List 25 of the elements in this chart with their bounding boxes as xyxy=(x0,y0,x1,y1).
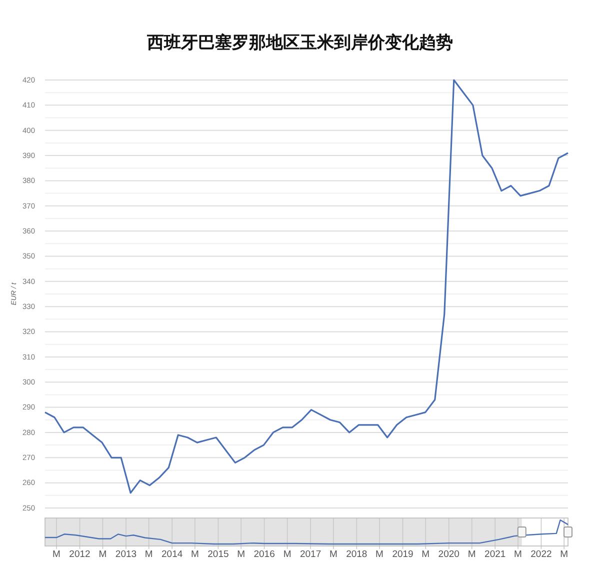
x-tick-label: 2020 xyxy=(438,549,460,560)
x-tick-label: 2019 xyxy=(392,549,414,560)
x-tick-label: 2012 xyxy=(69,549,90,560)
x-tick-label: M xyxy=(514,549,522,560)
x-tick-label: 2021 xyxy=(484,549,506,560)
x-tick-label: 2017 xyxy=(300,549,322,560)
x-tick-label: 2013 xyxy=(115,549,137,560)
x-tick-label: M xyxy=(283,549,292,560)
x-tick-label: 2016 xyxy=(254,549,275,560)
x-tick-label: M xyxy=(237,549,246,560)
x-tick-label: 2015 xyxy=(208,549,229,560)
x-tick-label: 2018 xyxy=(346,549,368,560)
x-tick-label: M xyxy=(329,549,338,560)
x-tick-label: M xyxy=(98,549,107,560)
chart-title: 西班牙巴塞罗那地区玉米到岸价变化趋势 xyxy=(146,33,453,53)
x-tick-label: M xyxy=(422,549,430,560)
x-tick-label: M xyxy=(190,549,199,560)
x-tick-label: M xyxy=(52,549,61,560)
x-tick-label: 2022 xyxy=(530,549,552,560)
x-tick-label: M xyxy=(560,549,568,560)
x-tick-label: 2014 xyxy=(162,549,183,560)
x-tick-label: M xyxy=(144,549,153,560)
x-tick-label: M xyxy=(376,549,384,560)
line-series xyxy=(44,79,569,494)
x-tick-label: M xyxy=(468,549,476,560)
